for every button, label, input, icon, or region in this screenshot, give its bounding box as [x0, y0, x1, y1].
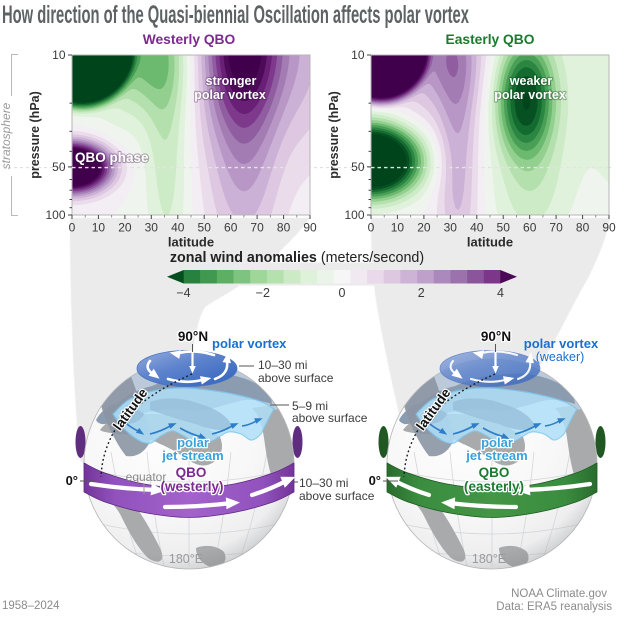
- svg-text:1958–2024: 1958–2024: [2, 600, 60, 612]
- svg-text:4: 4: [497, 286, 504, 300]
- svg-text:jet stream: jet stream: [161, 448, 223, 463]
- svg-text:70: 70: [549, 221, 563, 235]
- svg-text:equator: equator: [126, 470, 167, 484]
- svg-text:(weaker): (weaker): [536, 350, 585, 364]
- svg-text:30: 30: [145, 221, 159, 235]
- svg-text:QBO: QBO: [479, 465, 510, 480]
- svg-text:50: 50: [198, 221, 212, 235]
- svg-text:10: 10: [52, 48, 66, 62]
- svg-text:0°: 0°: [369, 473, 381, 488]
- svg-text:polar vortex: polar vortex: [194, 88, 266, 102]
- svg-text:Data: ERA5 reanalysis: Data: ERA5 reanalysis: [496, 601, 612, 613]
- svg-text:60: 60: [224, 221, 238, 235]
- svg-text:2: 2: [418, 286, 425, 300]
- svg-text:0: 0: [368, 221, 375, 235]
- svg-text:90: 90: [602, 221, 616, 235]
- svg-text:above surface: above surface: [258, 371, 334, 385]
- svg-text:0: 0: [69, 221, 76, 235]
- svg-text:20: 20: [118, 221, 132, 235]
- svg-text:−2: −2: [256, 286, 270, 300]
- svg-text:90: 90: [303, 221, 317, 235]
- svg-text:jet stream: jet stream: [465, 448, 527, 463]
- svg-text:latitude: latitude: [467, 235, 513, 250]
- svg-text:0: 0: [339, 286, 346, 300]
- svg-text:180°E: 180°E: [169, 552, 203, 566]
- svg-text:How direction of the Quasi-bie: How direction of the Quasi-biennial Osci…: [2, 1, 469, 29]
- svg-text:NOAA Climate.gov: NOAA Climate.gov: [511, 588, 607, 600]
- svg-text:100: 100: [344, 208, 364, 222]
- svg-text:80: 80: [576, 221, 590, 235]
- svg-text:polar vortex: polar vortex: [494, 88, 566, 102]
- svg-text:90°N: 90°N: [178, 329, 208, 344]
- svg-text:50: 50: [351, 160, 365, 174]
- svg-text:10: 10: [351, 48, 365, 62]
- svg-text:pressure (hPa): pressure (hPa): [28, 91, 42, 179]
- svg-text:80: 80: [277, 221, 291, 235]
- svg-text:polar: polar: [177, 435, 209, 450]
- svg-text:40: 40: [470, 221, 484, 235]
- svg-text:0°: 0°: [66, 473, 78, 488]
- svg-text:(westerly): (westerly): [160, 479, 223, 494]
- svg-text:polar vortex: polar vortex: [524, 336, 599, 351]
- svg-text:QBO phase: QBO phase: [75, 150, 149, 165]
- svg-text:40: 40: [171, 221, 185, 235]
- svg-text:stronger: stronger: [206, 74, 257, 88]
- svg-text:10: 10: [92, 221, 106, 235]
- svg-text:stratosphere: stratosphere: [0, 102, 13, 169]
- svg-text:70: 70: [250, 221, 264, 235]
- svg-text:weaker: weaker: [509, 74, 553, 88]
- svg-text:30: 30: [444, 221, 458, 235]
- svg-text:20: 20: [417, 221, 431, 235]
- svg-text:above surface: above surface: [292, 411, 368, 425]
- svg-text:pressure (hPa): pressure (hPa): [327, 91, 341, 179]
- svg-text:10–30 mi: 10–30 mi: [299, 476, 348, 490]
- svg-text:Westerly QBO: Westerly QBO: [143, 32, 236, 47]
- svg-text:10: 10: [391, 221, 405, 235]
- svg-text:Easterly QBO: Easterly QBO: [446, 32, 535, 47]
- svg-text:zonal wind anomalies (meters/s: zonal wind anomalies (meters/second): [170, 250, 424, 266]
- svg-text:90°N: 90°N: [481, 329, 511, 344]
- svg-text:10–30 mi: 10–30 mi: [258, 358, 307, 372]
- svg-text:5–9 mi: 5–9 mi: [292, 399, 328, 413]
- svg-text:50: 50: [52, 160, 66, 174]
- svg-text:50: 50: [497, 221, 511, 235]
- svg-text:60: 60: [523, 221, 537, 235]
- svg-text:QBO: QBO: [176, 465, 207, 480]
- svg-text:above surface: above surface: [299, 489, 375, 503]
- svg-text:180°E: 180°E: [472, 552, 506, 566]
- svg-text:(easterly): (easterly): [464, 479, 524, 494]
- svg-text:polar vortex: polar vortex: [212, 336, 287, 351]
- svg-text:100: 100: [45, 208, 65, 222]
- svg-text:−4: −4: [176, 286, 190, 300]
- svg-text:polar: polar: [481, 435, 513, 450]
- svg-text:latitude: latitude: [168, 235, 214, 250]
